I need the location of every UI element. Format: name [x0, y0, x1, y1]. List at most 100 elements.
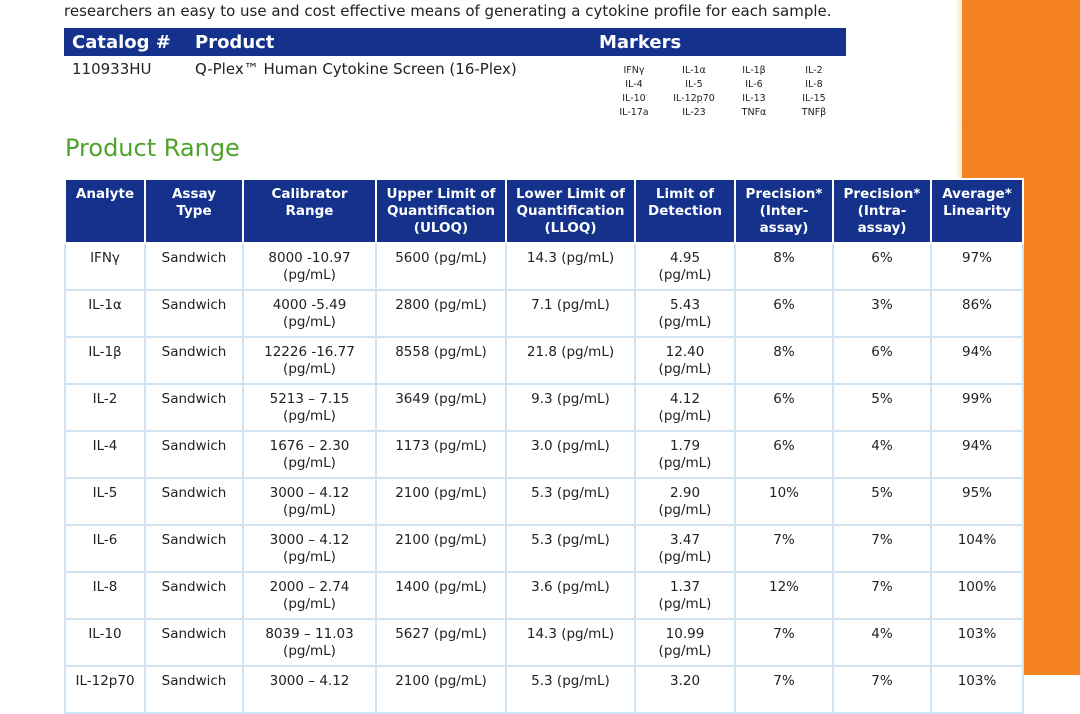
table-cell: 3.6 (pg/mL)	[505, 571, 636, 620]
table-cell: 5.43 (pg/mL)	[634, 289, 736, 338]
table-cell: 5.3 (pg/mL)	[505, 477, 636, 526]
table-cell: 1.37 (pg/mL)	[634, 571, 736, 620]
table-cell: 5627 (pg/mL)	[375, 618, 507, 667]
table-cell: 12226 -16.77 (pg/mL)	[242, 336, 377, 385]
table-cell: 9.3 (pg/mL)	[505, 383, 636, 432]
table-cell: 3000 – 4.12	[242, 665, 377, 714]
cell-line: Quantification	[516, 203, 625, 219]
table-cell: 7%	[734, 618, 834, 667]
table-cell: 12%	[734, 571, 834, 620]
cell-line: 2.90	[669, 485, 701, 501]
cell-line: IL-4	[92, 438, 118, 454]
cell-line: 8%	[773, 250, 795, 266]
cell-line: (LLOQ)	[544, 220, 597, 236]
marker-item: IL-4	[625, 79, 643, 90]
cell-line: Lower Limit of	[515, 186, 626, 202]
table-cell: 3.0 (pg/mL)	[505, 430, 636, 479]
range-body: IFNγ Sandwich 8000 -10.97 (pg/mL) 5600 (pg/m…	[64, 242, 1024, 714]
cell-line: 4.12	[669, 391, 701, 407]
catalog-row: 110933HU Q-Plex™ Human Cytokine Screen (…	[64, 56, 846, 118]
column-header: Lower Limit of Quantification (LLOQ)	[505, 178, 636, 244]
column-header: Average* Linearity	[930, 178, 1024, 244]
table-cell: 4.95 (pg/mL)	[634, 242, 736, 291]
cell-line: 21.8 (pg/mL)	[526, 344, 615, 360]
cell-line: 5.3 (pg/mL)	[531, 673, 610, 689]
table-cell: 6%	[734, 383, 834, 432]
table-cell: 103%	[930, 665, 1024, 714]
cell-line: 5.3 (pg/mL)	[531, 532, 610, 548]
cell-line: Limit of	[655, 186, 715, 202]
table-cell: 7%	[734, 665, 834, 714]
marker-item: IL-15	[802, 93, 826, 104]
cell-line: 86%	[961, 297, 992, 313]
markers-header: Markers	[599, 32, 682, 53]
cell-line: 10.99	[665, 626, 705, 642]
table-cell: 5600 (pg/mL)	[375, 242, 507, 291]
cell-line: 5213 – 7.15	[269, 391, 350, 407]
cell-line: 6%	[871, 250, 893, 266]
cell-line: (pg/mL)	[283, 314, 336, 330]
table-cell: 6%	[832, 336, 932, 385]
marker-item: TNFβ	[801, 107, 827, 118]
cell-line: (ULOQ)	[413, 220, 469, 236]
table-row: IFNγ Sandwich 8000 -10.97 (pg/mL) 5600 (pg/m…	[64, 242, 1024, 291]
section-title: Product Range	[65, 134, 240, 162]
table-cell: IL-1α	[64, 289, 146, 338]
cell-line: Analyte	[75, 186, 135, 202]
table-cell: IL-6	[64, 524, 146, 573]
catalog-number: 110933HU	[72, 60, 152, 78]
cell-line: 3%	[871, 297, 893, 313]
table-cell: 8%	[734, 336, 834, 385]
cell-line: 95%	[961, 485, 992, 501]
cell-line: 1676 – 2.30	[269, 438, 350, 454]
cell-line: (pg/mL)	[658, 267, 712, 283]
cell-line: 3000 – 4.12	[269, 673, 350, 689]
table-cell: 94%	[930, 336, 1024, 385]
cell-line: Sandwich	[161, 626, 227, 642]
cell-line: Range	[285, 203, 334, 219]
cell-line: (pg/mL)	[283, 596, 336, 612]
table-cell: IL-8	[64, 571, 146, 620]
table-cell: 4%	[832, 430, 932, 479]
table-cell: 3.20	[634, 665, 736, 714]
cell-line: 1400 (pg/mL)	[395, 579, 487, 595]
marker-item: IL-13	[742, 93, 766, 104]
table-row: IL-1β Sandwich 12226 -16.77 (pg/mL) 8558 (pg…	[64, 336, 1024, 385]
cell-line: Type	[176, 203, 212, 219]
product-range-table: Analyte Assay Type Calibrator Range Upper Lim…	[64, 178, 1024, 714]
table-cell: 8000 -10.97 (pg/mL)	[242, 242, 377, 291]
table-cell: 1676 – 2.30 (pg/mL)	[242, 430, 377, 479]
cell-line: Sandwich	[161, 532, 227, 548]
column-header: Precision* (Intra-assay)	[832, 178, 932, 244]
cell-line: 7%	[871, 532, 893, 548]
table-cell: 5.3 (pg/mL)	[505, 524, 636, 573]
table-row: IL-12p70 Sandwich 3000 – 4.12 2100 (pg/mL) 5…	[64, 665, 1024, 714]
cell-line: 7%	[871, 673, 893, 689]
table-cell: Sandwich	[144, 665, 244, 714]
cell-line: 12.40	[665, 344, 705, 360]
cell-line: 7%	[773, 532, 795, 548]
cell-line: 6%	[773, 391, 795, 407]
cell-line: 94%	[961, 344, 992, 360]
marker-item: IL-10	[622, 93, 646, 104]
intro-paragraph: researchers an easy to use and cost effe…	[64, 2, 832, 20]
cell-line: 5.3 (pg/mL)	[531, 485, 610, 501]
cell-line: (pg/mL)	[283, 361, 336, 377]
cell-line: IL-5	[92, 485, 118, 501]
cell-line: 8039 – 11.03	[265, 626, 354, 642]
marker-item: IL-8	[805, 79, 823, 90]
catalog-table: Catalog # Product Markers 110933HU Q-Ple…	[64, 28, 846, 118]
cell-line: Assay	[171, 186, 216, 202]
table-cell: Sandwich	[144, 383, 244, 432]
table-cell: 3%	[832, 289, 932, 338]
table-cell: 5213 – 7.15 (pg/mL)	[242, 383, 377, 432]
cell-line: (pg/mL)	[658, 596, 712, 612]
cell-line: 2100 (pg/mL)	[395, 485, 487, 501]
cell-line: Linearity	[943, 203, 1011, 219]
table-cell: 2000 – 2.74 (pg/mL)	[242, 571, 377, 620]
cell-line: (pg/mL)	[283, 408, 336, 424]
table-cell: 7%	[832, 524, 932, 573]
cell-line: 1173 (pg/mL)	[395, 438, 487, 454]
marker-item: IL-2	[805, 65, 823, 76]
markers-grid: IFNγ IL-1α IL-1β IL-2 IL-4 IL-5 IL-6 IL-8 IL-10 I…	[604, 64, 844, 120]
